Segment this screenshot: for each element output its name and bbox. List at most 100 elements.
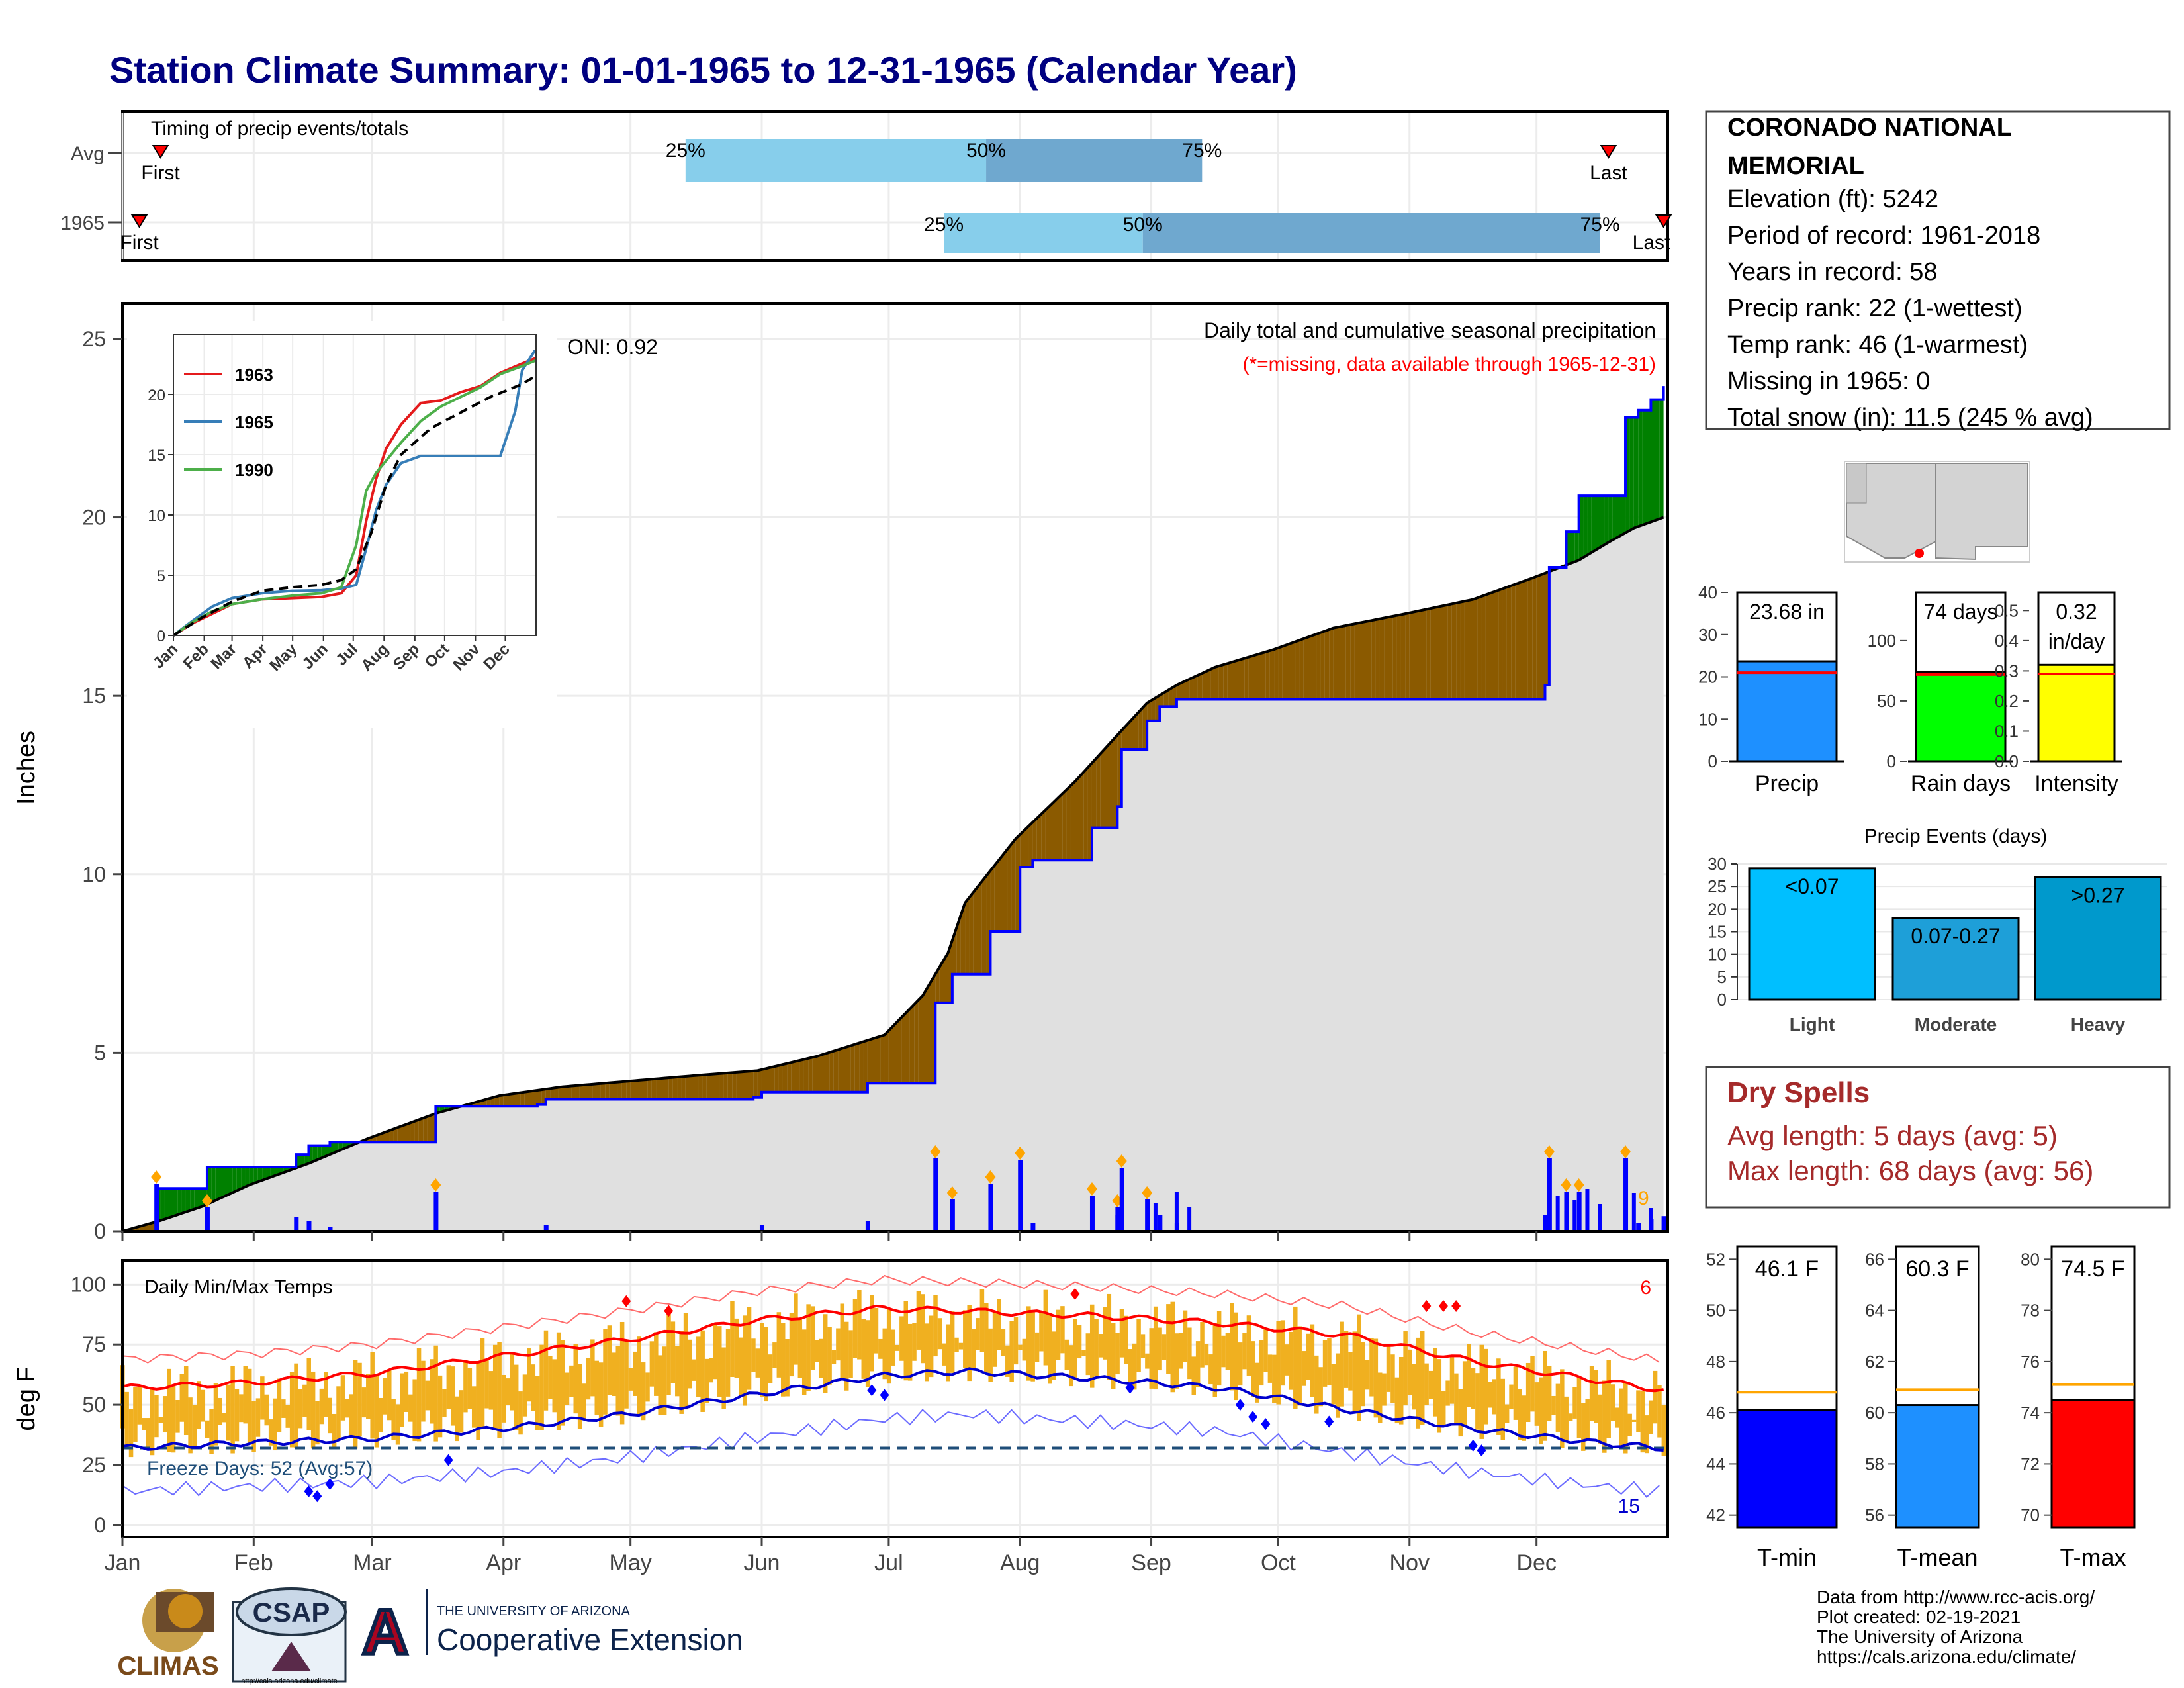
departure-band-114 [600, 1083, 606, 1100]
daily-temp-bar [1132, 1343, 1137, 1390]
event-category-light: Light [1790, 1014, 1835, 1035]
inset-legend: 1963 1965 1990 [184, 365, 273, 480]
daily-temp-bar [336, 1386, 341, 1441]
daily-temp-bar [361, 1387, 367, 1418]
daily-temp-bar [1030, 1311, 1035, 1382]
departure-band-63 [385, 1131, 390, 1143]
departure-band-110 [584, 1084, 588, 1100]
daily-temp-bar [471, 1386, 477, 1428]
daily-temp-bar [810, 1306, 815, 1370]
daily-temp-bar [662, 1346, 667, 1415]
daily-temp-bar [988, 1328, 993, 1382]
daily-temp-bar [1594, 1370, 1598, 1423]
daily-temp-bar [539, 1344, 544, 1430]
departure-band-184 [897, 1017, 902, 1084]
daily-temp-bar [480, 1338, 485, 1428]
daily-temp-bar [548, 1356, 553, 1399]
departure-band-251 [1181, 680, 1185, 700]
departure-band-279 [1299, 638, 1304, 700]
inset-ytick-label-5: 5 [157, 567, 165, 585]
daily-temp-bar [1602, 1380, 1607, 1453]
precip-ytick-label-25: 25 [82, 327, 106, 351]
departure-band-299 [1384, 617, 1388, 700]
departure-band-269 [1257, 653, 1261, 700]
daily-temp-bar [628, 1368, 633, 1391]
departure-band-108 [575, 1085, 580, 1100]
temp-bar-label: T-max [2060, 1544, 2126, 1571]
daily-precip-bar [1119, 1168, 1124, 1231]
departure-band-122 [635, 1080, 639, 1100]
temp-bar-ytick-label: 80 [2021, 1249, 2040, 1269]
daily-temp-bar [1280, 1320, 1285, 1386]
mini-bar-precip: 23.68 in Precip 0 10 20 30 40 [1698, 583, 1844, 796]
daily-temp-bar [395, 1404, 400, 1445]
station-temp-rank: Temp rank: 46 (1-warmest) [1727, 331, 2028, 359]
departure-band-177 [867, 1039, 872, 1084]
departure-band-233 [1105, 744, 1109, 828]
daily-temp-bar [1039, 1312, 1044, 1352]
temp-ytick-label-100: 100 [71, 1272, 106, 1296]
daily-temp-bar [929, 1315, 934, 1378]
daily-temp-bar [552, 1359, 557, 1413]
departure-band-336 [1541, 573, 1545, 700]
daily-precip-bar [1089, 1196, 1095, 1231]
month-label-Jan: Jan [105, 1550, 141, 1575]
daily-precip-marker [1116, 1154, 1127, 1168]
departure-band-216 [1032, 818, 1037, 861]
departure-band-350 [1600, 496, 1605, 547]
daily-temp-bar [882, 1328, 887, 1380]
daily-temp-bar [794, 1293, 798, 1365]
departure-band-44 [304, 1154, 309, 1165]
daily-temp-bar [1343, 1331, 1349, 1388]
departure-band-29 [241, 1166, 246, 1189]
daily-precip-bar-small [1649, 1208, 1653, 1231]
departure-band-261 [1223, 663, 1228, 700]
daily-temp-bar [836, 1328, 841, 1361]
daily-precip-marker [430, 1178, 441, 1192]
departure-band-136 [694, 1075, 699, 1100]
daily-temp-bar [1161, 1334, 1167, 1360]
departure-band-221 [1054, 798, 1058, 861]
daily-temp-bar [1386, 1346, 1391, 1392]
last-label-1965: Last [1633, 232, 1670, 254]
daily-temp-bar [345, 1399, 349, 1418]
departure-band-324 [1490, 592, 1494, 700]
daily-temp-bar [895, 1344, 900, 1351]
daily-temp-bar [1064, 1339, 1069, 1370]
daily-precip-bar [988, 1184, 993, 1231]
daily-temp-bar [1518, 1389, 1522, 1440]
daily-temp-bar [1454, 1373, 1459, 1423]
departure-band-70 [414, 1119, 419, 1143]
daily-temp-bar [921, 1294, 925, 1364]
daily-temp-bar [1238, 1342, 1243, 1386]
daily-temp-bar [827, 1327, 832, 1385]
climas-logo-disc [168, 1594, 203, 1628]
departure-band-254 [1193, 675, 1198, 700]
month-label-Dec: Dec [1516, 1550, 1556, 1575]
daily-temp-bar [175, 1399, 180, 1433]
departure-band-248 [1168, 687, 1173, 707]
daily-temp-bar [768, 1354, 773, 1383]
daily-temp-bar [637, 1336, 641, 1416]
daily-temp-bar [755, 1348, 760, 1378]
daily-temp-bar [776, 1312, 782, 1378]
daily-temp-bar [603, 1329, 608, 1415]
departure-band-351 [1604, 496, 1609, 545]
departure-band-359 [1638, 410, 1643, 527]
daily-temp-bar [852, 1299, 858, 1358]
departure-band-130 [668, 1077, 673, 1100]
daily-temp-bar [353, 1360, 358, 1449]
departure-band-115 [605, 1082, 610, 1100]
event-bar-moderate [1891, 917, 2020, 1001]
daily-temp-bar [492, 1344, 498, 1430]
departure-band-327 [1502, 587, 1507, 700]
departure-band-312 [1439, 605, 1443, 700]
avg-max-temp-line [122, 1304, 1664, 1393]
daily-temp-bar [1124, 1315, 1128, 1364]
daily-temp-bar [366, 1374, 371, 1419]
departure-band-31 [249, 1166, 254, 1185]
daily-temp-bar [1420, 1331, 1425, 1425]
mini-bar-ytick-label: 0.1 [1995, 721, 2019, 741]
daily-temp-bar [561, 1340, 565, 1426]
